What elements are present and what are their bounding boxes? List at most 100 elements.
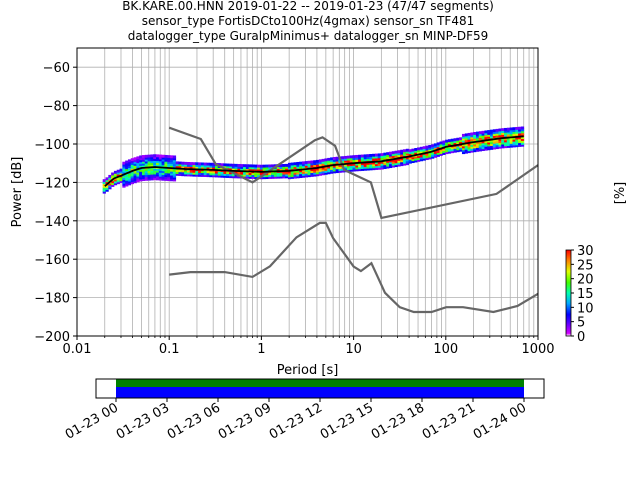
psd-cell — [290, 175, 294, 179]
psd-cell — [383, 166, 387, 170]
psd-cell — [374, 167, 379, 170]
psd-cell — [498, 128, 502, 132]
psd-cell — [352, 158, 356, 162]
psd-cell — [473, 145, 477, 149]
psd-cell — [470, 134, 474, 138]
psd-cell — [456, 141, 460, 145]
psd-cell — [473, 131, 477, 135]
psd-cell — [439, 141, 443, 145]
psd-cell — [400, 163, 404, 167]
psd-cell — [282, 164, 286, 167]
psd-cell — [223, 174, 227, 178]
psd-cell — [111, 174, 115, 178]
psd-cell — [512, 129, 516, 133]
psd-cell — [167, 168, 171, 172]
psd-cell — [318, 170, 323, 174]
psd-cell — [212, 166, 216, 170]
psd-cell — [293, 175, 297, 179]
psd-cell — [170, 174, 174, 178]
psd-cell — [206, 166, 210, 170]
y-tick-label: −120 — [34, 176, 70, 191]
psd-cell — [459, 148, 463, 152]
psd-cell — [217, 166, 221, 170]
psd-cell — [461, 143, 466, 147]
psd-cell — [414, 149, 418, 153]
psd-cell — [330, 165, 334, 168]
psd-cell — [310, 172, 314, 175]
psd-cell — [167, 164, 171, 168]
psd-cell — [453, 138, 457, 142]
psd-cell — [495, 134, 499, 138]
psd-cell — [520, 139, 525, 143]
psd-cell — [133, 157, 137, 161]
y-tick-label: −160 — [34, 253, 70, 268]
psd-cell — [495, 144, 499, 148]
psd-cell — [411, 150, 415, 154]
psd-cell — [388, 163, 393, 167]
y-tick-label: −60 — [43, 61, 70, 76]
psd-cell — [391, 153, 396, 157]
psd-cell — [156, 175, 160, 179]
psd-cell — [198, 173, 202, 177]
psd-cell — [144, 172, 149, 176]
psd-cell — [335, 170, 339, 174]
psd-cell — [268, 176, 272, 179]
psd-cell — [515, 126, 519, 130]
psd-cell — [360, 154, 365, 158]
psd-cell — [243, 168, 247, 171]
psd-cell — [386, 154, 390, 158]
psd-cell — [504, 141, 508, 145]
y-axis-ticks: −200 −180 −160 −140 −120 −100 −80 −60 — [34, 61, 77, 345]
psd-cell — [313, 173, 317, 177]
psd-cell — [268, 164, 272, 168]
psd-cell — [394, 152, 398, 156]
psd-cell — [316, 169, 320, 173]
psd-cell — [321, 160, 325, 164]
psd-cell — [422, 157, 426, 161]
psd-cell — [158, 175, 163, 179]
psd-cell — [279, 173, 283, 177]
psd-cell — [405, 152, 410, 156]
psd-cell — [290, 164, 294, 168]
psd-cell — [122, 161, 126, 165]
psd-cell — [189, 164, 193, 167]
psd-cell — [195, 173, 199, 177]
psd-cell — [495, 130, 499, 134]
psd-cell — [304, 163, 308, 166]
psd-cell — [509, 144, 513, 148]
y-tick-label: −100 — [34, 138, 70, 153]
psd-cell — [254, 168, 258, 172]
psd-cell — [184, 169, 188, 173]
psd-cell — [445, 143, 449, 147]
psd-cell — [259, 168, 264, 172]
psd-cell — [198, 170, 202, 173]
psd-cell — [170, 157, 174, 161]
psd-cell — [349, 168, 353, 172]
psd-cell — [172, 155, 177, 159]
psd-cell — [184, 173, 188, 177]
psd-cell — [257, 172, 261, 176]
psd-cell — [150, 169, 154, 173]
noise-model-nlnm — [169, 221, 539, 314]
psd-cell — [209, 172, 213, 176]
psd-cell — [172, 161, 177, 165]
psd-cell — [139, 157, 143, 161]
psd-cell — [520, 126, 525, 130]
psd-cell — [212, 172, 216, 176]
psd-cell — [181, 171, 185, 175]
psd-cell — [150, 171, 154, 175]
psd-cell — [467, 132, 471, 136]
psd-cell — [478, 131, 483, 135]
psd-cell — [133, 176, 137, 180]
psd-cell — [156, 173, 160, 177]
psd-cell — [318, 159, 323, 163]
psd-cell — [363, 154, 367, 158]
psd-cell — [276, 171, 280, 175]
psd-cell — [156, 160, 160, 164]
psd-cell — [181, 173, 185, 177]
psd-cell — [139, 163, 143, 167]
psd-cell — [484, 130, 488, 134]
psd-cell — [464, 148, 468, 152]
psd-cell — [113, 178, 118, 182]
psd-cell — [172, 168, 177, 172]
